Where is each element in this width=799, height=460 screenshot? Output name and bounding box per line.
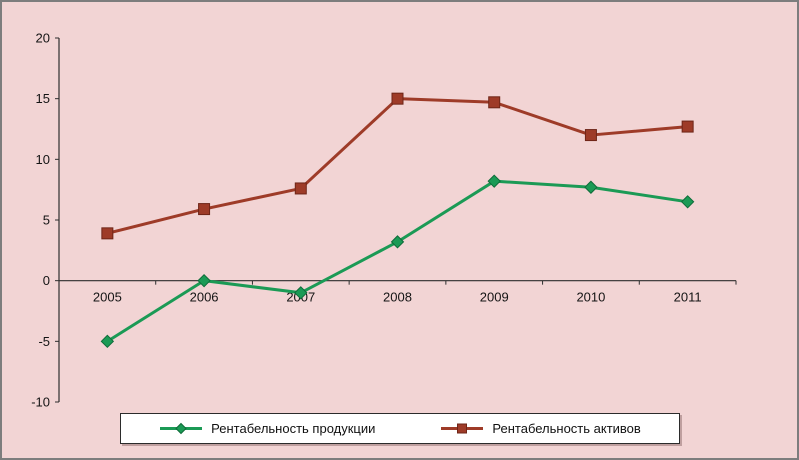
chart-legend: Рентабельность продукции Рентабельность … bbox=[119, 413, 680, 444]
legend-label: Рентабельность продукции bbox=[211, 421, 376, 436]
legend-item-products: Рентабельность продукции bbox=[158, 421, 375, 436]
legend-marker-square-icon bbox=[441, 423, 484, 434]
svg-text:2006: 2006 bbox=[190, 290, 219, 305]
svg-text:2010: 2010 bbox=[576, 290, 605, 305]
svg-text:2009: 2009 bbox=[480, 290, 509, 305]
svg-text:5: 5 bbox=[43, 213, 50, 228]
svg-text:0: 0 bbox=[43, 273, 50, 288]
svg-text:2008: 2008 bbox=[383, 290, 412, 305]
svg-text:-5: -5 bbox=[38, 334, 50, 349]
svg-text:-10: -10 bbox=[31, 395, 50, 410]
svg-text:20: 20 bbox=[36, 31, 50, 46]
legend-label: Рентабельность активов bbox=[492, 421, 641, 436]
svg-text:10: 10 bbox=[36, 152, 50, 167]
legend-marker-diamond-icon bbox=[160, 422, 203, 435]
svg-text:2005: 2005 bbox=[93, 290, 122, 305]
svg-text:2011: 2011 bbox=[674, 290, 702, 305]
legend-item-assets: Рентабельность активов bbox=[439, 421, 641, 436]
svg-text:15: 15 bbox=[36, 91, 50, 106]
